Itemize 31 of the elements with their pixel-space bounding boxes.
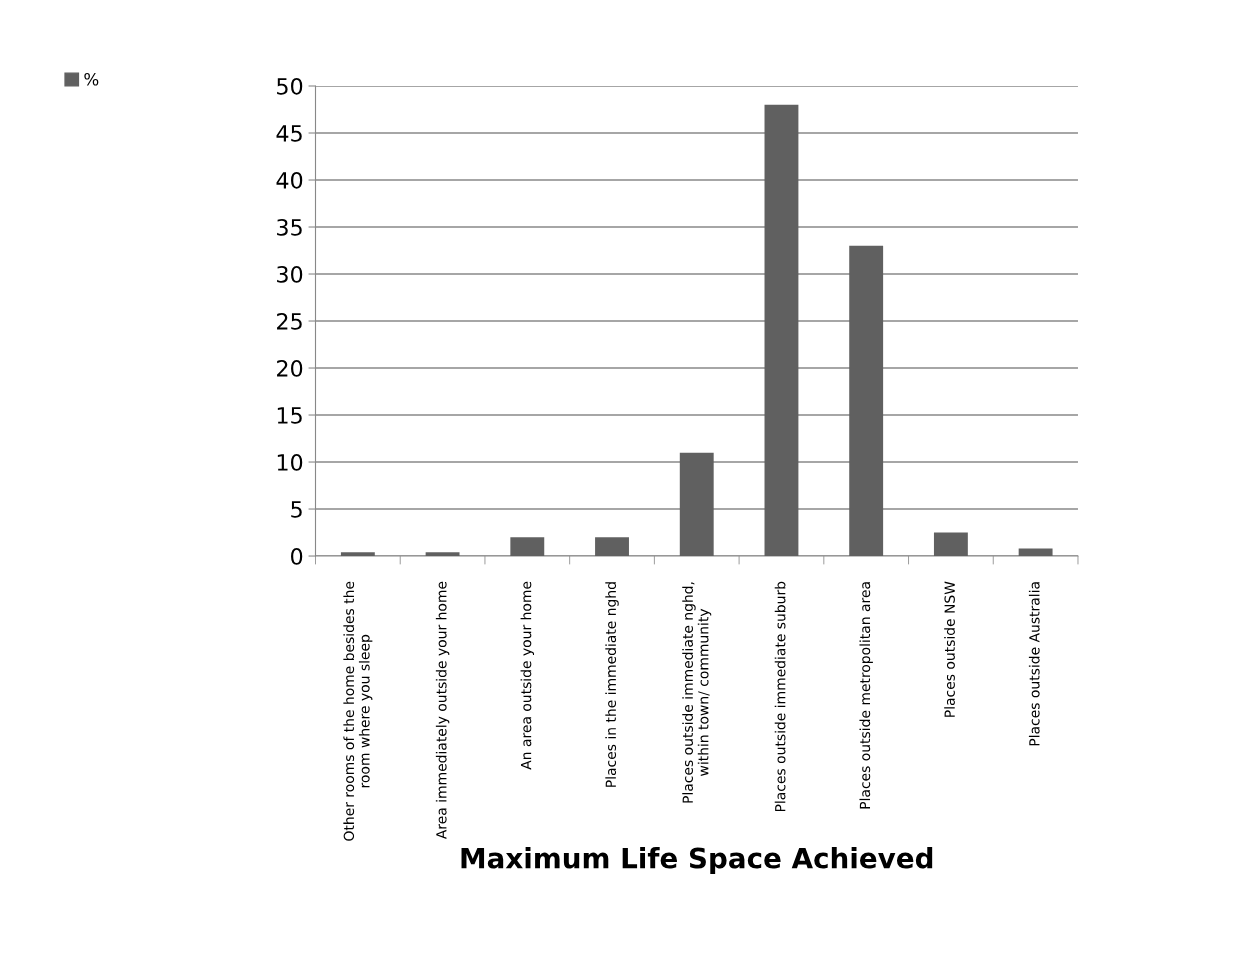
- y-tick-label: 35: [277, 218, 302, 236]
- y-tick-label: 0: [291, 547, 303, 565]
- bar: [595, 537, 629, 557]
- y-tick-label: 40: [276, 171, 303, 189]
- y-tick-label: 30: [277, 265, 303, 283]
- x-tick-label: Area immediately outside your home: [435, 581, 450, 840]
- y-tick-label: 10: [277, 453, 303, 471]
- bar: [764, 104, 799, 557]
- x-tick-label: An area outside your home: [520, 581, 535, 770]
- bar: [340, 552, 375, 557]
- legend-label: %: [84, 72, 99, 86]
- x-tick-label: Places outside immediate nghd, within town/ community: [682, 582, 712, 803]
- y-tick-label: 45: [276, 125, 302, 142]
- y-tick-label: 25: [277, 312, 302, 330]
- x-tick-label: Places outside Australia: [1028, 582, 1040, 746]
- y-tick-label: 20: [277, 359, 303, 377]
- x-tick-label: Places in the immediate nghd: [605, 582, 619, 787]
- bar: [425, 552, 460, 557]
- x-tick-label: Places outside immediate suburb: [774, 581, 786, 812]
- bar: [679, 452, 714, 557]
- x-tick-label: Places outside NSW: [944, 581, 955, 717]
- x-tick-label: Places outside metropolitan area: [859, 582, 873, 809]
- bar: [933, 532, 968, 557]
- bar: [510, 537, 545, 557]
- y-tick-label: 5: [291, 501, 302, 518]
- x-axis-title: Maximum Life Space Achieved: [461, 847, 933, 874]
- y-tick-label: 15: [277, 407, 302, 424]
- bar: [1018, 548, 1053, 557]
- y-tick-label: 50: [277, 77, 303, 95]
- bar: [849, 245, 884, 557]
- x-tick-label: Other rooms of the home besides the room where you sleep: [343, 581, 373, 841]
